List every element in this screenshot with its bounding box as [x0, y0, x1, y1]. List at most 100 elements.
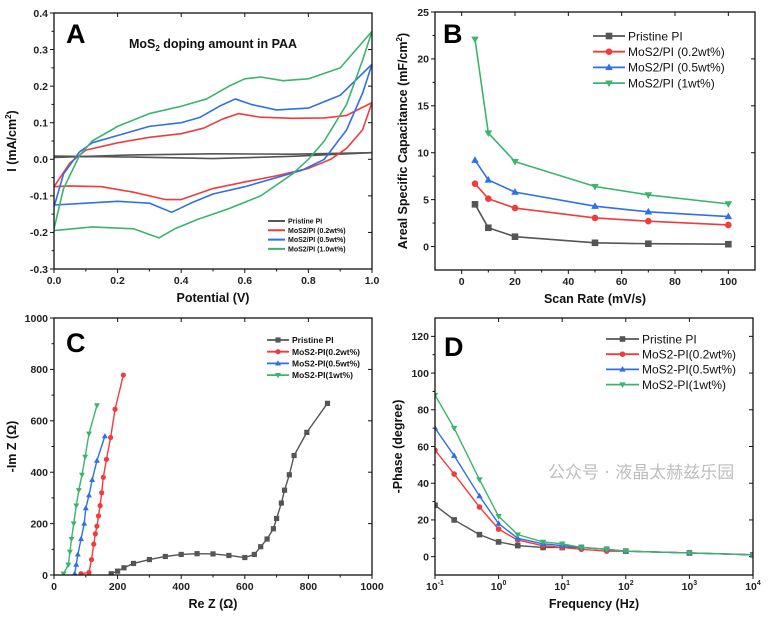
marker-square: [304, 429, 310, 435]
tick-base: 10: [682, 581, 694, 593]
series-mos2-pi-1wt-: [471, 36, 733, 208]
marker-square: [242, 554, 248, 561]
x-tick-label: 200: [109, 581, 127, 593]
y-tick-label: 0: [423, 551, 429, 563]
series-line: [54, 101, 372, 201]
marker-circle: [120, 372, 126, 378]
marker-triangle-up: [511, 188, 519, 195]
series-pristine-pi: [435, 502, 753, 558]
series-pristine-pi: [108, 400, 331, 575]
marker-triangle-up: [82, 505, 89, 511]
x-tick-label: 0.6: [237, 275, 252, 287]
marker-triangle-down: [686, 550, 693, 557]
y-tick-label: 0: [423, 241, 429, 253]
x-tick-label: 0: [51, 581, 57, 593]
tick-base: 10: [618, 581, 630, 593]
legend-entry: MoS2/PI (0.5wt%): [593, 61, 725, 75]
marker-square: [194, 551, 200, 557]
series-mos2-pi-1wt-: [435, 392, 753, 559]
series-line: [54, 30, 372, 239]
panel-title-part: MoS: [129, 37, 155, 51]
panel-d: 10-1 100 101 102 103 104020406080100120Freque…: [391, 317, 761, 611]
marker-triangle-up: [495, 520, 502, 526]
marker-circle: [435, 447, 438, 453]
tick-exponent: 2: [630, 580, 634, 587]
y-tick-label: 40: [417, 478, 429, 490]
series-line: [54, 63, 372, 214]
x-tick-label: 800: [300, 581, 318, 593]
y-axis-label-part: -Phase (degree): [391, 400, 405, 494]
marker-circle: [645, 217, 652, 225]
tick-exponent: -1: [438, 580, 444, 587]
y-axis-label-part: 2: [395, 36, 404, 41]
watermark-text: 公众号 · 液晶太赫兹乐园: [548, 463, 734, 483]
marker-square: [121, 565, 127, 571]
series-mos2-pi-0-5wt-: [471, 156, 733, 220]
marker-triangle-up: [605, 63, 613, 71]
tick-base: 10: [491, 581, 503, 593]
marker-square: [115, 568, 121, 574]
marker-triangle-down: [66, 549, 73, 555]
legend-label: MoS2/PI (0.5wt%): [628, 61, 725, 75]
series-line: [80, 374, 125, 575]
tick-exponent: 4: [757, 580, 761, 587]
y-axis-label: I (mA/cm2): [4, 110, 19, 171]
marker-triangle-up: [591, 202, 599, 209]
series-mos2-pi-1wt-: [60, 403, 100, 575]
marker-triangle-down: [65, 562, 72, 568]
legend-entry: MoS2-PI(1wt%): [267, 370, 353, 380]
tick-exponent: 3: [693, 580, 697, 587]
marker-square: [130, 560, 137, 567]
marker-triangle-up: [101, 433, 108, 439]
y-tick-label: 25: [417, 7, 429, 19]
y-tick-label: 400: [30, 467, 48, 479]
marker-triangle-up: [81, 520, 88, 526]
marker-triangle-down: [275, 373, 281, 379]
marker-square: [324, 400, 331, 406]
tick-base: 10: [426, 581, 438, 593]
y-axis-label-part: I (mA/cm: [5, 119, 19, 172]
y-axis-label-part: -Im Z (Ω): [5, 421, 19, 473]
x-tick-label: 1.0: [365, 275, 380, 287]
marker-triangle-down: [619, 382, 626, 388]
y-tick-label: 10: [417, 148, 429, 160]
marker-circle: [471, 180, 479, 187]
x-axis-label: Re Z (Ω): [189, 597, 238, 611]
series-line: [73, 436, 106, 574]
legend-label: MoS2-PI(0.2wt%): [292, 347, 360, 357]
marker-square: [178, 551, 184, 558]
marker-triangle-up: [89, 476, 96, 482]
marker-square: [278, 500, 284, 506]
legend-label: MoS2/PI (1wt%): [628, 76, 715, 90]
marker-triangle-up: [471, 156, 479, 163]
marker-triangle-up: [619, 366, 626, 372]
x-tick-label: 104: [745, 580, 761, 593]
y-tick-label: 20: [417, 515, 429, 527]
tick-base: 10: [554, 581, 566, 593]
marker-triangle-up: [275, 360, 281, 366]
marker-circle: [619, 351, 626, 358]
panel-a: 0.0 0.2 0.4 0.6 0.8 1.0 -0.3 -0.2 -0.1 0.0 0.1 0.2 0…: [4, 8, 379, 305]
marker-square: [274, 515, 280, 522]
marker-triangle-up: [450, 452, 458, 458]
x-tick-label: 102: [618, 580, 634, 593]
marker-circle: [485, 195, 492, 202]
marker-circle: [94, 523, 100, 529]
series-line: [474, 183, 729, 226]
panel-title: MoS2 doping amount in PAA: [129, 37, 297, 53]
marker-triangle-up: [74, 551, 81, 557]
legend-entry: MoS2-PI(0.2wt%): [606, 348, 736, 362]
plot-frame: [53, 12, 373, 270]
y-tick-label: -0.1: [30, 191, 48, 203]
panel-b: 0 20 40 60 80 100 0 5 10 15 20 25 Scan Rate (mV/s) Ar…: [395, 7, 756, 306]
x-tick-label: 100: [720, 276, 738, 288]
legend-entry: MoS2/PI (0.2wt%): [268, 228, 346, 235]
y-tick-label: 0.3: [33, 44, 48, 56]
marker-circle: [91, 541, 97, 547]
marker-circle: [112, 406, 118, 412]
legend-label: MoS2-PI(0.5wt%): [292, 358, 360, 368]
y-tick-label: 80: [417, 405, 429, 417]
x-tick-label: 80: [669, 276, 681, 288]
marker-circle: [95, 513, 102, 519]
legend-entry: MoS2/PI (1wt%): [593, 76, 715, 90]
